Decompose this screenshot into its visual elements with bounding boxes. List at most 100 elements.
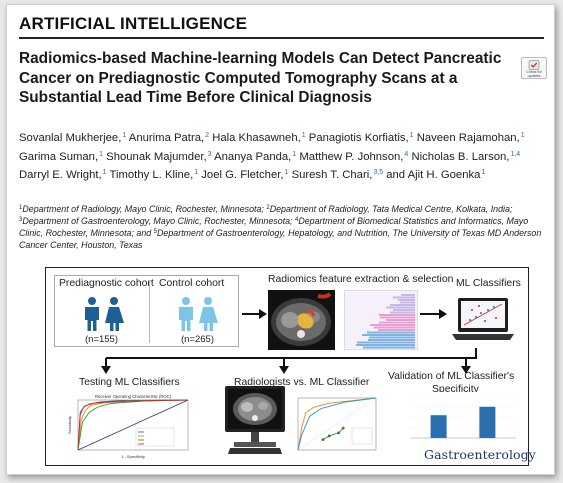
affiliation-text: Department of Radiology, Mayo Clinic, Ro… xyxy=(22,204,267,214)
feature-bar xyxy=(401,294,415,296)
feature-bar xyxy=(380,316,415,319)
author-name: Ananya Panda,1 xyxy=(214,150,297,163)
control-people-icon xyxy=(179,297,218,331)
author-name: Panagiotis Korfiatis,1 xyxy=(308,132,414,144)
author-affiliation-ref[interactable]: 1 xyxy=(102,169,107,177)
graphical-abstract: Prediagnostic cohort Control cohort xyxy=(45,267,536,466)
roc-xlabel: 1 - Specificity xyxy=(121,454,145,459)
radiologist-point xyxy=(327,434,331,438)
feature-bar xyxy=(390,304,415,306)
roc-legend-box xyxy=(135,427,175,447)
author-name: Anurima Patra,2 xyxy=(128,132,210,144)
feature-bar xyxy=(362,334,415,336)
author-name: and Ajit H. Goenka1 xyxy=(386,169,486,182)
feature-bar xyxy=(356,344,415,346)
feature-bar xyxy=(370,324,415,326)
feature-bar xyxy=(379,321,415,324)
feature-bar xyxy=(369,336,415,339)
author-affiliation-ref[interactable]: 1 xyxy=(194,169,199,177)
author-list: Sovanlal Mukherjee,1 Anurima Patra,2 Hal… xyxy=(19,128,547,184)
article-title: Radiomics-based Machine-learning Models … xyxy=(19,50,502,106)
author-name: Matthew P. Johnson,4 xyxy=(299,150,409,163)
control-n: (n=265) xyxy=(181,334,215,345)
check-for-updates-badge[interactable]: Check for updates xyxy=(521,57,547,79)
feature-bar xyxy=(378,329,415,331)
radiologist-point xyxy=(341,426,345,430)
feature-bar xyxy=(374,326,415,329)
rad-series-line xyxy=(297,397,377,451)
affiliation-number: 4 xyxy=(294,217,299,224)
author-name: Garima Suman,1 xyxy=(19,150,104,163)
feature-bar xyxy=(393,309,415,311)
feature-selection-image xyxy=(344,290,418,350)
rad-points-line xyxy=(322,427,344,440)
radiologists-chart xyxy=(290,392,382,460)
feature-bar xyxy=(379,314,415,316)
specificity-bar xyxy=(430,415,447,438)
specificity-bar xyxy=(479,406,496,438)
feature-bar xyxy=(386,319,415,321)
author-affiliation-ref[interactable]: 3 xyxy=(207,150,212,158)
affiliation-text: Department of Gastroenterology, Hepatolo… xyxy=(19,228,542,250)
section-heading: ARTIFICIAL INTELLIGENCE xyxy=(19,14,248,33)
affiliation-text: Department of Radiology, Tata Medical Ce… xyxy=(269,204,513,214)
author-affiliation-ref[interactable]: 1 xyxy=(284,169,289,177)
affiliations: 1Department of Radiology, Mayo Clinic, R… xyxy=(19,203,549,251)
laptop-icon xyxy=(452,298,514,340)
validation-label-line2: Specificity xyxy=(432,384,479,395)
branch-arrows xyxy=(101,348,477,374)
author-name: Timothy L. Kline,1 xyxy=(109,169,199,182)
rad-series-line xyxy=(297,397,377,451)
updates-icon xyxy=(528,60,540,70)
feature-bar xyxy=(393,296,415,299)
radiologists-vs-ml-label: Radiologists vs. ML Classifier xyxy=(234,377,370,388)
author-affiliation-ref[interactable]: 1 xyxy=(99,150,104,158)
roc-chart: Receiver Operating Characteristic (ROC) 1… xyxy=(66,392,192,460)
author-affiliation-ref[interactable]: 1 xyxy=(520,132,525,139)
author-name: Darryl E. Wright,1 xyxy=(19,169,107,182)
validation-label-line1: Validation of ML Classifier's xyxy=(388,371,515,382)
radiologist-point xyxy=(321,438,325,441)
affiliation-number: 2 xyxy=(266,205,270,211)
testing-classifiers-label: Testing ML Classifiers xyxy=(79,377,180,388)
article-page: ARTIFICIAL INTELLIGENCE Radiomics-based … xyxy=(6,4,555,475)
check-badge-label: Check for updates xyxy=(526,70,542,78)
affiliation-text: Department of Gastroenterology, Mayo Cli… xyxy=(22,216,295,227)
author-affiliation-ref[interactable]: 3,5 xyxy=(373,169,384,177)
author-affiliation-ref[interactable]: 1,4 xyxy=(510,150,521,158)
feature-bar xyxy=(368,339,415,341)
roc-ylabel: Sensitivity xyxy=(67,416,72,434)
roc-diagonal xyxy=(77,399,189,451)
author-name: Sovanlal Mukherjee,1 xyxy=(19,132,127,144)
control-cohort-label: Control cohort xyxy=(159,278,225,289)
author-affiliation-ref[interactable]: 1 xyxy=(292,150,297,158)
radiologist-point xyxy=(337,431,340,435)
arrow-right-icon xyxy=(420,309,447,319)
prediagnostic-people-icon xyxy=(85,297,124,331)
ml-classifiers-label: ML Classifiers xyxy=(456,278,521,289)
author-affiliation-ref[interactable]: 1 xyxy=(481,169,486,177)
rad-legend-box xyxy=(351,427,373,445)
cohort-panel: Prediagnostic cohort Control cohort xyxy=(54,275,239,347)
feature-bar xyxy=(386,306,415,309)
author-affiliation-ref[interactable]: 2 xyxy=(205,132,210,139)
author-affiliation-ref[interactable]: 1 xyxy=(409,132,414,139)
roc-title: Receiver Operating Characteristic (ROC) xyxy=(95,394,172,399)
author-name: Suresh T. Chari,3,5 xyxy=(291,169,384,182)
radiomics-label: Radiomics feature extraction & selection xyxy=(268,274,454,285)
author-name: Joel G. Fletcher,1 xyxy=(201,169,289,182)
affiliation-number: 5 xyxy=(153,229,158,236)
author-affiliation-ref[interactable]: 1 xyxy=(122,132,127,139)
author-affiliation-ref[interactable]: 1 xyxy=(301,132,306,139)
prediagnostic-cohort-label: Prediagnostic cohort xyxy=(59,278,154,289)
roc-series-line xyxy=(77,399,189,451)
feature-bar xyxy=(390,311,415,314)
feature-bar xyxy=(357,341,415,344)
feature-bar xyxy=(363,346,415,349)
prediagnostic-n: (n=155) xyxy=(85,334,119,345)
feature-bar xyxy=(398,299,415,301)
monitor-icon xyxy=(225,386,285,454)
arrow-right-icon xyxy=(242,309,267,319)
author-affiliation-ref[interactable]: 4 xyxy=(404,150,409,158)
rad-diagonal xyxy=(297,397,377,451)
